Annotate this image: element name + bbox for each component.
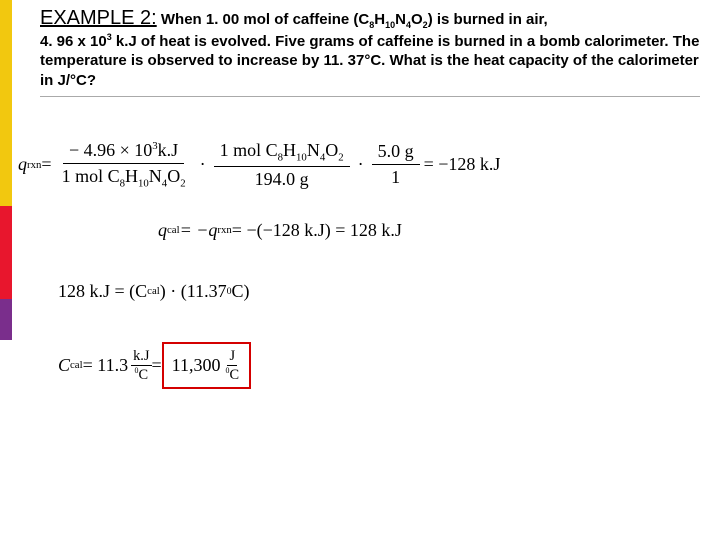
unit-frac-1: k.J 0C [131, 348, 151, 384]
header-text-1e: ) is burned in air, [428, 11, 548, 28]
boxval: 11,300 [172, 355, 221, 376]
d1h2: 10 [138, 178, 149, 190]
stripe-red [0, 206, 12, 299]
dot1: · [200, 154, 206, 175]
equation-128kj: 128 k.J = (Ccal) · (11.37 0C) [58, 281, 700, 302]
num1a: − 4.96 [69, 140, 115, 160]
ud2: C [229, 366, 239, 382]
eq4a: C [58, 355, 70, 376]
frac-2: 1 mol C8H10N4O2 194.0 g [214, 140, 350, 190]
frac-3: 5.0 g 1 [372, 141, 420, 188]
qrxn-lhs: q [18, 154, 27, 175]
eq3c: C) [232, 281, 250, 302]
answer-box: 11,300 J 0C [162, 342, 251, 390]
den3: 1 [385, 165, 406, 188]
accent-stripes [0, 0, 12, 340]
equations-block: qrxn = − 4.96 × 103k.J 1 mol C8H10N4O2 ·… [18, 140, 700, 419]
num2: 1 mol C [220, 140, 278, 160]
n2h2: 10 [296, 152, 307, 164]
example-title: EXAMPLE 2: [40, 7, 157, 29]
ud1: C [138, 366, 148, 382]
eq3a: 128 k.J = (C [58, 281, 147, 302]
eq3b: ) · (11.37 [160, 281, 227, 302]
problem-header: EXAMPLE 2: When 1. 00 mol of caffeine (C… [40, 5, 700, 97]
unit-frac-2: J 0C [224, 348, 242, 384]
header-text-1b: H [374, 11, 385, 28]
eq4eq: = [152, 355, 162, 376]
eq2bsub: rxn [217, 224, 231, 236]
equation-ccal: Ccal = 11.3 k.J 0C = 11,300 J 0C [58, 342, 700, 390]
eq4b: = 11.3 [83, 355, 128, 376]
num1b: 10 [134, 140, 152, 160]
eq2c: = −(−128 k.J) = 128 k.J [232, 220, 402, 241]
d1h: H [125, 166, 138, 186]
header-text-2a: 4. 96 x 10 [40, 33, 107, 50]
stripe-purple [0, 299, 12, 340]
equation-qrxn: qrxn = − 4.96 × 103k.J 1 mol C8H10N4O2 ·… [18, 140, 700, 190]
n2h: H [283, 140, 296, 160]
eq1-equals: = [41, 154, 51, 175]
qrxn-sub: rxn [27, 159, 41, 171]
num1c: k.J [158, 140, 179, 160]
d1n: N [149, 166, 162, 186]
equation-qcal: qcal = −qrxn = −(−128 k.J) = 128 k.J [158, 220, 700, 241]
n2o2: 2 [338, 152, 343, 164]
d1o: O [167, 166, 180, 186]
d1o2: 2 [180, 178, 185, 190]
header-text-1a: When 1. 00 mol of caffeine (C [157, 11, 370, 28]
eq2asub: cal [167, 224, 180, 236]
eq2b: = −q [180, 220, 218, 241]
n2n: N [307, 140, 320, 160]
header-text-1d: O [411, 11, 423, 28]
den2: 194.0 g [249, 167, 315, 190]
un1: k.J [131, 348, 151, 366]
eq1-rhs: = −128 k.J [424, 154, 501, 175]
num1x: × [120, 140, 130, 160]
eq3asub: cal [147, 285, 160, 297]
un2: J [227, 348, 237, 366]
num3: 5.0 g [372, 141, 420, 165]
n2o: O [325, 140, 338, 160]
dot2: · [358, 154, 364, 175]
header-text-1c: N [395, 11, 406, 28]
eq4asub: cal [70, 359, 83, 371]
stripe-yellow [0, 0, 12, 206]
eq2a: q [158, 220, 167, 241]
frac-1: − 4.96 × 103k.J 1 mol C8H10N4O2 [56, 140, 192, 190]
sub-h: 10 [385, 20, 395, 30]
den1a: 1 mol C [62, 166, 120, 186]
